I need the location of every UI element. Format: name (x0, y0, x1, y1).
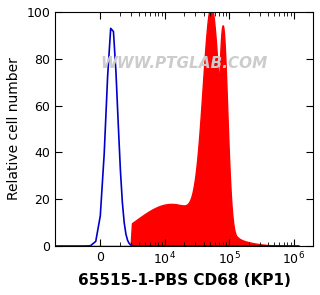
X-axis label: 65515-1-PBS CD68 (KP1): 65515-1-PBS CD68 (KP1) (78, 273, 291, 288)
Text: WWW.PTGLAB.COM: WWW.PTGLAB.COM (100, 56, 268, 71)
Y-axis label: Relative cell number: Relative cell number (7, 58, 21, 200)
